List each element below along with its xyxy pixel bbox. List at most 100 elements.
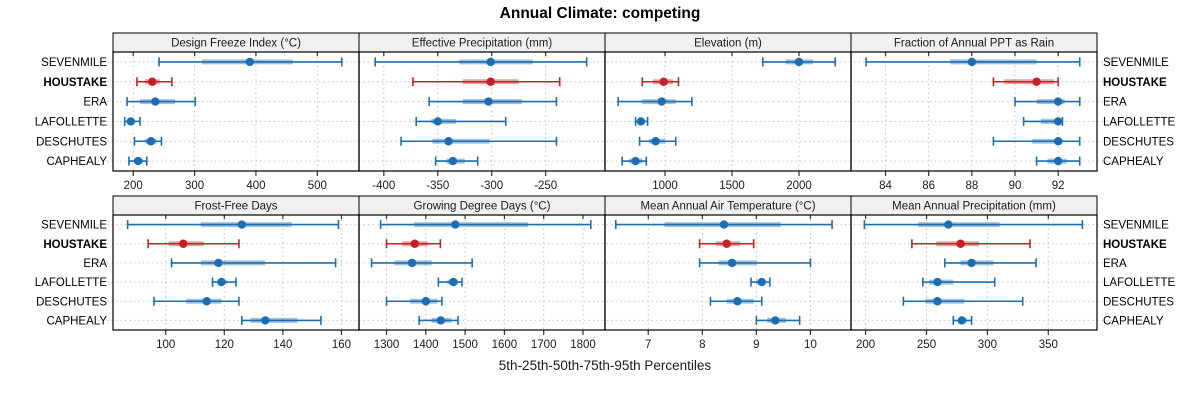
- interval-mean-annual-precipitation-mm-sevenmile: [863, 220, 1084, 230]
- panel-bg-growing-degree-days-c: [359, 215, 605, 330]
- interval-fraction-of-annual-ppt-as-rain-sevenmile: [865, 57, 1081, 67]
- station-label-left-era: ERA: [83, 258, 107, 270]
- panel-growing-degree-days-c: 1300 1400 1500 1600 1700 1800 Growing Degree D…: [358, 195, 606, 351]
- strip-design-freeze-index-c: [113, 33, 359, 52]
- station-label-right-sevenmile: SEVENMILE: [1103, 220, 1169, 232]
- panel-bg-mean-annual-air-temperature-c: [605, 215, 851, 330]
- axis-tick-label: 1000: [652, 180, 678, 192]
- interval-growing-degree-days-c-caphealy: [418, 315, 459, 325]
- panel-mean-annual-air-temperature-c: 7 8 9 10 Mean Annual Air Temperature (°C): [604, 195, 852, 351]
- interval-elevation-m-lafollette: [634, 116, 649, 126]
- panel-mean-annual-precipitation-mm: 200 250 300 350 Mean Annual Precipitation (m…: [850, 195, 1098, 351]
- interval-design-freeze-index-c-deschutes: [133, 136, 163, 146]
- axis-tick-label: 120: [215, 339, 234, 351]
- station-label-right-deschutes: DESCHUTES: [1103, 136, 1174, 148]
- station-label-left-lafollette: LAFOLLETTE: [35, 116, 108, 128]
- strip-label: Frost-Free Days: [194, 201, 277, 213]
- interval-effective-precipitation-mm-deschutes: [400, 136, 558, 146]
- strip-effective-precipitation-mm: [359, 33, 605, 52]
- strip-mean-annual-precipitation-mm: [851, 196, 1097, 215]
- x-axis-caption: 5th-25th-50th-75th-95th Percentiles: [498, 358, 712, 373]
- axis-tick-label: 10: [804, 339, 817, 351]
- axis-tick-label: 86: [922, 180, 935, 192]
- interval-fraction-of-annual-ppt-as-rain-caphealy: [1035, 156, 1081, 166]
- axis-tick-label: 200: [856, 339, 875, 351]
- station-labels-band-1: SEVENMILE SEVENMILE HOUSTAKE HOUSTAKE ERA ERA…: [35, 220, 1176, 328]
- station-label-right-lafollette: LAFOLLETTE: [1103, 116, 1176, 128]
- interval-growing-degree-days-c-houstake: [385, 239, 442, 249]
- strip-growing-degree-days-c: [359, 196, 605, 215]
- strip-elevation-m: [605, 33, 851, 52]
- station-label-left-deschutes: DESCHUTES: [36, 296, 107, 308]
- axis-tick-label: -250: [534, 180, 557, 192]
- strip-mean-annual-air-temperature-c: [605, 196, 851, 215]
- axis-tick-label: 84: [879, 180, 892, 192]
- axis-tick-label: 400: [246, 180, 265, 192]
- station-label-right-caphealy: CAPHEALY: [1103, 156, 1164, 168]
- interval-growing-degree-days-c-deschutes: [385, 296, 443, 306]
- station-label-left-caphealy: CAPHEALY: [46, 156, 107, 168]
- strip-label: Elevation (m): [694, 38, 762, 50]
- station-label-left-deschutes: DESCHUTES: [36, 136, 107, 148]
- panel-frost-free-days: 100 120 140 160 Frost-Free Days: [112, 195, 360, 351]
- axis-tick-label: 9: [753, 339, 759, 351]
- interval-effective-precipitation-mm-houstake: [412, 77, 561, 87]
- panel-bg-frost-free-days: [113, 215, 359, 330]
- interval-elevation-m-sevenmile: [762, 57, 836, 67]
- interval-mean-annual-air-temperature-c-caphealy: [755, 315, 801, 325]
- strip-label: Design Freeze Index (°C): [171, 38, 301, 50]
- panel-effective-precipitation-mm: -400 -350 -300 -250 Effective Precipitation …: [358, 32, 606, 192]
- interval-fraction-of-annual-ppt-as-rain-deschutes: [992, 136, 1081, 146]
- axis-tick-label: 1700: [531, 339, 557, 351]
- interval-mean-annual-precipitation-mm-houstake: [911, 239, 1031, 249]
- interval-fraction-of-annual-ppt-as-rain-lafollette: [1022, 116, 1064, 126]
- interval-fraction-of-annual-ppt-as-rain-houstake: [992, 77, 1059, 87]
- axis-tick-label: 500: [308, 180, 327, 192]
- chart-title: Annual Climate: competing: [499, 5, 701, 22]
- strip-fraction-of-annual-ppt-as-rain: [851, 33, 1097, 52]
- axis-tick-label: 90: [1009, 180, 1022, 192]
- axis-tick-label: 300: [185, 180, 204, 192]
- station-label-left-houstake: HOUSTAKE: [43, 239, 107, 251]
- axis-tick-label: 350: [1039, 339, 1058, 351]
- panel-fraction-of-annual-ppt-as-rain: 84 86 88 90 92 Fraction of Annual PPT as Rain: [850, 32, 1098, 192]
- station-label-right-houstake: HOUSTAKE: [1103, 77, 1167, 89]
- interval-effective-precipitation-mm-sevenmile: [374, 57, 588, 67]
- interval-frost-free-days-era: [170, 258, 337, 268]
- interval-fraction-of-annual-ppt-as-rain-era: [1014, 97, 1081, 107]
- interval-design-freeze-index-c-houstake: [136, 77, 173, 87]
- interval-design-freeze-index-c-era: [126, 97, 197, 107]
- interval-mean-annual-air-temperature-c-lafollette: [750, 277, 771, 287]
- axis-tick-label: -300: [480, 180, 503, 192]
- station-label-right-deschutes: DESCHUTES: [1103, 296, 1174, 308]
- axis-tick-label: 250: [917, 339, 936, 351]
- axis-tick-label: 7: [645, 339, 651, 351]
- station-label-left-era: ERA: [83, 97, 107, 109]
- interval-frost-free-days-deschutes: [153, 296, 240, 306]
- strip-label: Mean Annual Precipitation (mm): [892, 201, 1056, 213]
- interval-design-freeze-index-c-sevenmile: [158, 57, 343, 67]
- interval-design-freeze-index-c-caphealy: [128, 156, 148, 166]
- interval-frost-free-days-sevenmile: [126, 220, 340, 230]
- panel-bg-design-freeze-index-c: [113, 52, 359, 171]
- interval-design-freeze-index-c-lafollette: [123, 116, 141, 126]
- station-label-right-caphealy: CAPHEALY: [1103, 315, 1164, 327]
- interval-mean-annual-precipitation-mm-lafollette: [922, 277, 996, 287]
- station-labels-band-0: SEVENMILE SEVENMILE HOUSTAKE HOUSTAKE ERA ERA…: [35, 57, 1176, 168]
- station-label-right-lafollette: LAFOLLETTE: [1103, 277, 1176, 289]
- interval-frost-free-days-caphealy: [241, 315, 322, 325]
- axis-tick-label: 1600: [492, 339, 518, 351]
- strip-frost-free-days: [113, 196, 359, 215]
- station-label-right-sevenmile: SEVENMILE: [1103, 57, 1169, 69]
- interval-elevation-m-deschutes: [638, 136, 677, 146]
- panel-bg-mean-annual-precipitation-mm: [851, 215, 1097, 330]
- panel-bg-effective-precipitation-mm: [359, 52, 605, 171]
- interval-frost-free-days-houstake: [147, 239, 240, 249]
- station-label-left-sevenmile: SEVENMILE: [41, 57, 107, 69]
- interval-mean-annual-air-temperature-c-houstake: [698, 239, 755, 249]
- axis-tick-label: 100: [156, 339, 175, 351]
- interval-mean-annual-precipitation-mm-caphealy: [952, 315, 973, 325]
- panel-design-freeze-index-c: 200 300 400 500 Design Freeze Index (°C): [112, 32, 360, 192]
- axis-tick-label: 140: [273, 339, 292, 351]
